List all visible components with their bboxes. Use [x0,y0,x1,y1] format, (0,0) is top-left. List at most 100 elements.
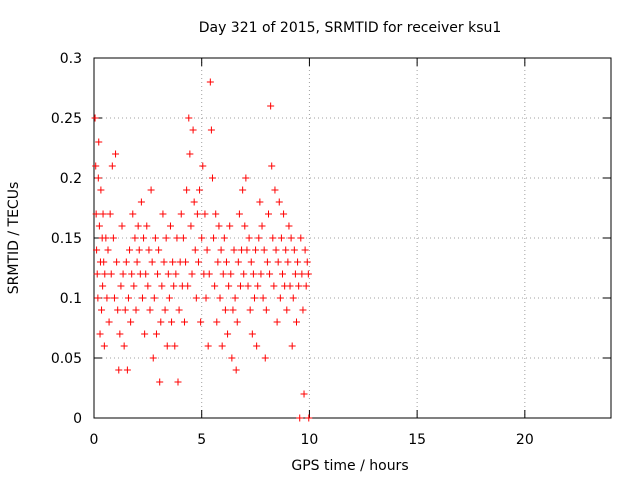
data-point [151,234,159,242]
chart-title: Day 321 of 2015, SRMTID for receiver ksu… [199,20,502,36]
data-point [179,234,187,242]
data-point [274,258,282,266]
data-point [132,306,140,314]
data-point [100,258,108,266]
data-point [229,306,237,314]
data-point [98,306,106,314]
x-tick-label: 15 [408,432,426,448]
data-point [112,150,120,158]
data-point [256,198,264,206]
data-point [119,270,127,278]
data-point [186,150,194,158]
data-point [298,270,306,278]
data-point [236,282,244,290]
axis-ticks: 0 0.05 0.1 0.15 0.2 0.25 0.3 0 5 10 15 20 [51,51,611,448]
data-point [169,258,177,266]
data-point [294,258,302,266]
data-point [271,186,279,194]
data-point [117,282,125,290]
data-point [154,270,162,278]
data-point [163,342,171,350]
data-point [158,282,166,290]
data-point [205,270,213,278]
data-point [91,114,99,122]
data-point [168,318,176,326]
data-point [225,282,233,290]
data-point [242,174,250,182]
data-point [227,270,235,278]
y-tick-label: 0.2 [60,171,82,187]
data-point [211,282,219,290]
data-point [264,210,272,218]
data-point [270,282,278,290]
data-point [135,246,143,254]
data-point [202,294,210,302]
data-point [239,186,247,194]
data-point [120,342,128,350]
data-point [221,306,229,314]
data-point [124,294,132,302]
data-point [171,342,179,350]
data-point [282,246,290,254]
data-point [260,246,268,254]
data-point [118,222,126,230]
data-point [246,306,254,314]
data-point [172,270,180,278]
data-point [192,294,200,302]
data-point [159,210,167,218]
data-point [299,306,307,314]
data-point [127,318,135,326]
x-axis-label: GPS time / hours [291,458,408,474]
data-point [190,198,198,206]
data-point [269,234,277,242]
data-point [122,258,130,266]
data-point [108,162,116,170]
data-point [193,210,201,218]
data-point [156,378,164,386]
data-point [280,210,288,218]
data-point [148,258,156,266]
data-point [304,270,312,278]
data-point [184,282,192,290]
data-point [160,258,168,266]
data-point [216,294,224,302]
data-point [217,246,225,254]
data-point [253,342,261,350]
data-point [266,270,274,278]
data-point [140,234,148,242]
y-axis-label: SRMTID / TECUs [6,182,22,295]
data-point [113,258,121,266]
data-point [162,234,170,242]
data-point [285,222,293,230]
data-point [305,414,313,422]
data-point [292,318,300,326]
data-point [152,330,160,338]
data-point [175,306,183,314]
data-point [145,246,153,254]
data-point [276,294,284,302]
data-point [210,234,218,242]
data-point [288,342,296,350]
data-point [244,282,252,290]
data-point [199,162,207,170]
data-point [165,294,173,302]
data-point [97,186,105,194]
data-point [173,234,181,242]
data-point [302,282,310,290]
data-point [235,210,243,218]
data-point [180,318,188,326]
data-point [93,246,101,254]
data-point [220,234,228,242]
data-point [191,246,199,254]
data-point [130,282,138,290]
data-point [303,258,311,266]
data-point [249,270,257,278]
data-point [289,294,297,302]
data-point [272,246,280,254]
data-point [257,270,265,278]
data-point [197,318,205,326]
data-point [233,318,241,326]
data-point [123,366,131,374]
data-point [144,282,152,290]
data-point [95,222,103,230]
